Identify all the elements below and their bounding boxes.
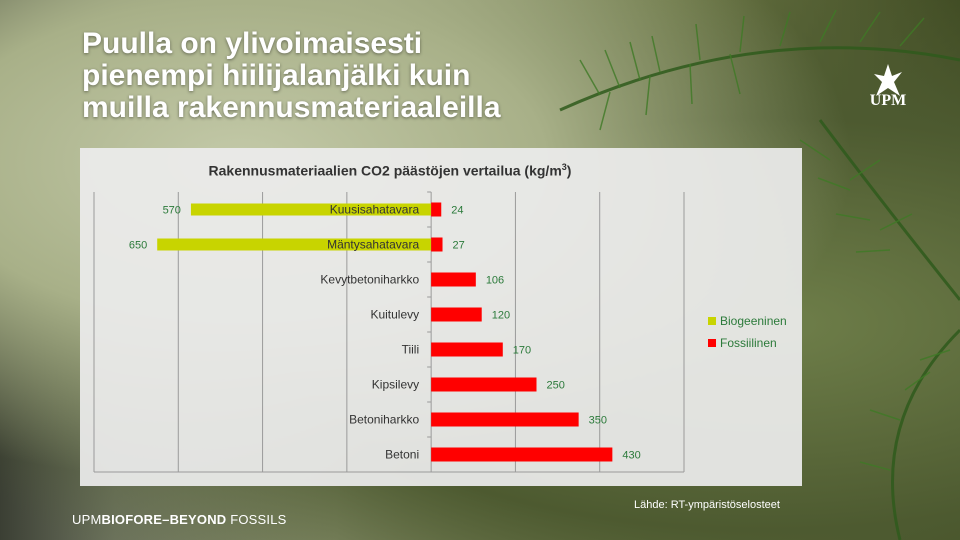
data-label-fossil: 27: [453, 240, 465, 252]
legend-biogenic: Biogeeninen: [708, 314, 787, 328]
legend-label-biogenic: Biogeeninen: [720, 314, 787, 328]
footer-fossils: FOSSILS: [226, 512, 287, 527]
chart-title: Rakennusmateriaalien CO2 päästöjen verta…: [208, 162, 572, 179]
category-label: Tiili: [402, 343, 420, 357]
category-label: Kuitulevy: [370, 308, 419, 322]
footer-sep: –: [162, 512, 170, 527]
bar-fossil: [431, 377, 537, 392]
category-label: Betoni: [385, 448, 419, 462]
source-note: Lähde: RT-ympäristöselosteet: [634, 499, 780, 511]
bar-fossil: [431, 307, 482, 322]
data-label-fossil: 350: [589, 415, 607, 427]
bar-fossil: [431, 237, 443, 252]
footer-biofore: BIOFORE: [101, 512, 163, 527]
category-label: Kevytbetoniharkko: [320, 273, 419, 287]
data-label-biogenic: 570: [163, 205, 181, 217]
bar-chart: 570 24 Kuusisahatavara 650 27 Mäntysahatavara…: [93, 191, 685, 473]
griffin-icon: [874, 64, 902, 96]
footer-beyond: BEYOND: [169, 512, 227, 527]
legend-label-fossil: Fossiilinen: [720, 336, 777, 350]
data-label-biogenic: 650: [129, 240, 147, 252]
chart-panel: 570 24 Kuusisahatavara 650 27 Mäntysahatavara…: [80, 148, 802, 486]
data-label-fossil: 250: [547, 380, 565, 392]
legend-swatch-biogenic: [708, 317, 716, 325]
bar-fossil: [431, 447, 613, 462]
upm-logo-text: UPM: [869, 92, 907, 109]
bar-fossil: [431, 342, 503, 357]
footer-brand: UPMBIOFORE–BEYOND FOSSILS: [72, 512, 287, 527]
category-label: Mäntysahatavara: [327, 238, 419, 252]
bar-fossil: [431, 412, 579, 427]
category-label: Betoniharkko: [349, 413, 419, 427]
bar-fossil: [431, 272, 476, 287]
category-label: Kipsilevy: [372, 378, 419, 392]
category-label: Kuusisahatavara: [330, 203, 420, 217]
legend-swatch-fossil: [708, 339, 716, 347]
data-label-fossil: 120: [492, 310, 510, 322]
data-label-fossil: 24: [451, 205, 463, 217]
slide-title: Puulla on ylivoimaisesti pienempi hiilij…: [82, 27, 501, 124]
data-label-fossil: 106: [486, 275, 504, 287]
bar-fossil: [431, 202, 442, 217]
bar-biogenic: [157, 238, 432, 251]
data-label-fossil: 170: [513, 345, 531, 357]
data-label-fossil: 430: [622, 450, 640, 462]
bar-biogenic: [190, 203, 432, 216]
footer-upm: UPM: [72, 512, 102, 527]
legend-fossil: Fossiilinen: [708, 336, 777, 350]
